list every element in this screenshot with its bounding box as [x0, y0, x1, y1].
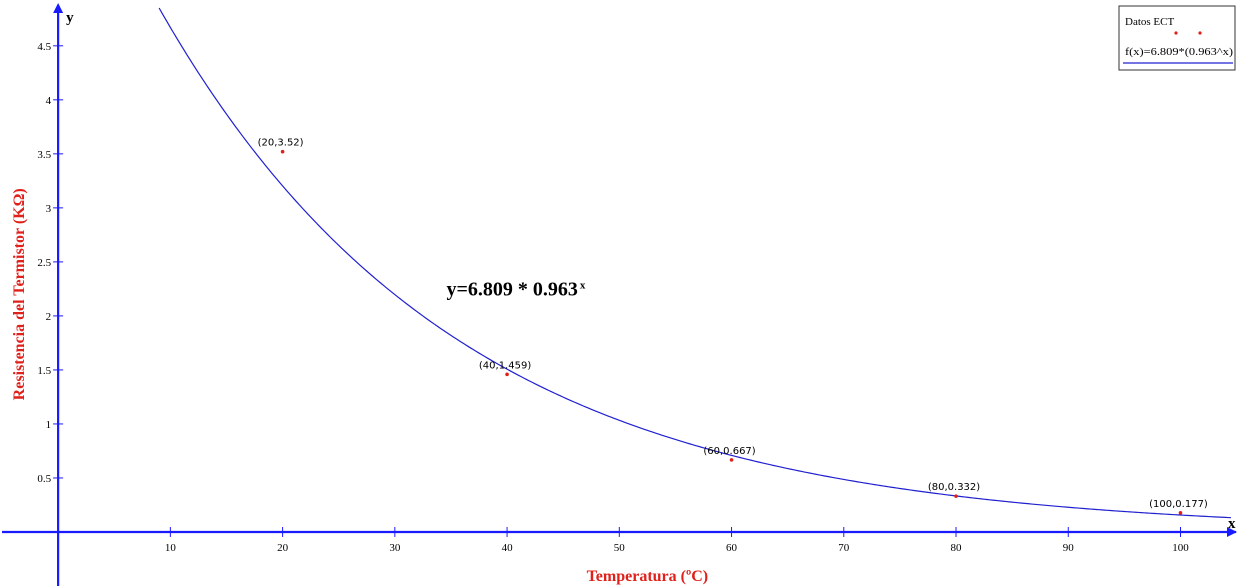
data-point-label: (80,0.332): [928, 482, 980, 493]
x-tick-label: 30: [389, 542, 401, 554]
x-tick-label: 60: [726, 542, 738, 554]
x-tick-label: 70: [838, 542, 850, 554]
legend-box: [1118, 5, 1236, 71]
legend-entry-fit: f(x)=6.809*(0.963^x): [1125, 46, 1233, 58]
y-tick-label: 2.5: [37, 257, 51, 269]
y-tick-label: 2: [46, 311, 52, 323]
y-axis-title: Resistencia del Termistor (KΩ): [11, 188, 28, 400]
data-point: [729, 458, 734, 462]
y-tick-label: 1: [46, 419, 52, 431]
x-tick-label: 50: [614, 542, 626, 554]
data-point: [1178, 511, 1183, 515]
y-tick-label: 4: [46, 95, 52, 107]
data-point-label: (20,3.52): [258, 138, 304, 149]
data-point-label: (40,1.459): [479, 360, 531, 371]
x-tick-label: 90: [1063, 542, 1075, 554]
equation-exponent: x: [580, 279, 586, 291]
data-point: [954, 494, 958, 498]
data-point: [280, 149, 285, 154]
annotation-layer: y=6.809 * 0.963 x: [446, 278, 585, 300]
y-tick-label: 4.5: [37, 41, 51, 53]
y-tick-label: 1.5: [37, 365, 51, 377]
fit-curve: [158, 7, 1232, 519]
x-tick-label: 20: [277, 542, 289, 554]
x-axis-title: Temperatura (ºC): [587, 568, 709, 585]
x-tick-label: 100: [1172, 542, 1189, 554]
axes: 10 20 30 40 50 60 70 80 90 100 0.5 1 1.5 2 2.5 3 3.5 4 4.5: [2, 3, 1237, 586]
y-axis-arrow: [53, 3, 64, 13]
legend-entry-data: Datos ECT: [1125, 16, 1174, 28]
legend-marker-data: [1198, 31, 1202, 35]
x-axis-letter: x: [1228, 516, 1236, 532]
y-tick-label: 0.5: [37, 473, 51, 485]
data-point: [505, 372, 509, 377]
x-axis-arrow: [1227, 526, 1237, 537]
legend-marker-data: [1174, 31, 1178, 35]
x-tick-label: 10: [165, 542, 177, 554]
data-point-label: (100,0.177): [1149, 499, 1208, 510]
data-point-label: (60,0.667): [703, 446, 755, 457]
y-tick-label: 3: [46, 203, 52, 215]
legend: Datos ECT f(x)=6.809*(0.963^x): [1118, 5, 1236, 71]
y-tick-label: 3.5: [37, 149, 51, 161]
fit-curve-layer: [158, 7, 1232, 519]
equation-annotation: y=6.809 * 0.963: [446, 278, 577, 300]
y-axis-letter: y: [66, 10, 74, 26]
data-points-layer: (20,3.52) (40,1.459) (60,0.667) (80,0.332) (…: [258, 138, 1208, 515]
x-tick-label: 80: [951, 542, 963, 554]
x-tick-label: 40: [502, 542, 514, 554]
